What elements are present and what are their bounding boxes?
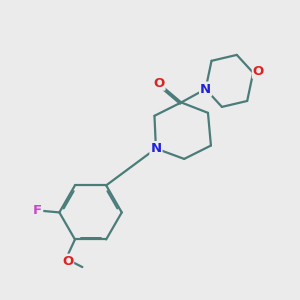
Text: N: N	[200, 82, 211, 96]
Text: O: O	[62, 255, 73, 268]
Text: N: N	[150, 142, 161, 155]
Text: O: O	[253, 65, 264, 78]
Text: F: F	[33, 204, 42, 218]
Text: O: O	[153, 76, 164, 90]
